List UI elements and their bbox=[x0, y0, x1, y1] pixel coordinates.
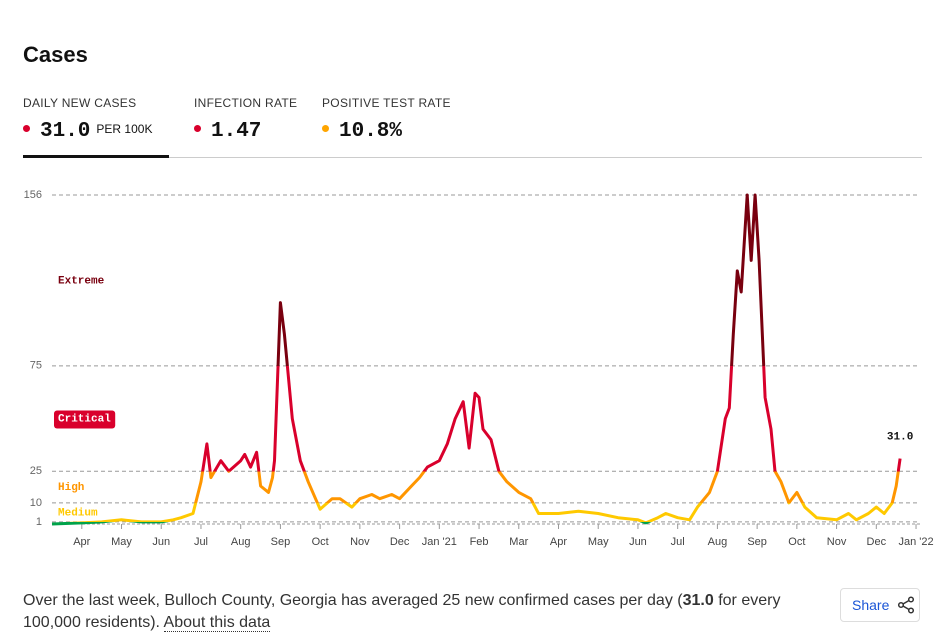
tab-value: 1.47 bbox=[211, 120, 262, 143]
tab-unit: PER 100K bbox=[96, 122, 153, 136]
data-line bbox=[51, 193, 902, 526]
tab-label: INFECTION RATE bbox=[194, 96, 298, 110]
level-label: Extreme bbox=[58, 275, 105, 287]
x-tick-label: Apr bbox=[73, 536, 90, 548]
x-tick-label: Dec bbox=[867, 536, 887, 548]
last-value-label: 31.0 bbox=[887, 432, 913, 444]
title: Cases bbox=[23, 42, 88, 67]
x-tick-label: Aug bbox=[231, 536, 251, 548]
x-tick-label: Aug bbox=[708, 536, 728, 548]
x-tick-label: Jun bbox=[152, 536, 170, 548]
share-button[interactable]: Share bbox=[840, 588, 920, 622]
x-tick-label: Jun bbox=[629, 536, 647, 548]
x-tick-label: Jan '21 bbox=[422, 536, 457, 548]
x-tick-label: Feb bbox=[470, 536, 489, 548]
x-tick-label: Nov bbox=[827, 536, 847, 548]
level-label: Medium bbox=[58, 507, 98, 519]
share-icon bbox=[897, 596, 915, 614]
y-tick-label: 156 bbox=[24, 189, 42, 201]
x-tick-label: Sep bbox=[747, 536, 767, 548]
x-tick-label: Jul bbox=[671, 536, 685, 548]
summary-text: Over the last week, Bulloch County, Geor… bbox=[23, 592, 683, 609]
active-tab-underline bbox=[23, 155, 169, 158]
tab-value: 31.0 bbox=[40, 120, 91, 143]
level-label: Critical bbox=[58, 413, 111, 425]
tab-value: 10.8% bbox=[339, 120, 403, 143]
y-tick-label: 75 bbox=[30, 360, 42, 372]
x-tick-label: Nov bbox=[350, 536, 370, 548]
tab-label: DAILY NEW CASES bbox=[23, 96, 137, 110]
x-tick-label: Dec bbox=[390, 536, 410, 548]
tab[interactable]: INFECTION RATE 1.47 bbox=[194, 96, 297, 143]
divider bbox=[23, 157, 922, 158]
x-tick-label: Jan '22 bbox=[898, 536, 933, 548]
tab[interactable]: DAILY NEW CASES 31.0 PER 100K bbox=[23, 96, 152, 143]
level-badge bbox=[54, 410, 116, 429]
y-tick-label: 10 bbox=[30, 497, 42, 509]
x-tick-label: May bbox=[588, 536, 609, 548]
y-tick-label: 1 bbox=[36, 516, 42, 528]
summary-bold: 31.0 bbox=[682, 592, 714, 609]
x-tick-label: Apr bbox=[550, 536, 567, 548]
tab[interactable]: POSITIVE TEST RATE 10.8% bbox=[322, 96, 451, 143]
x-tick-label: May bbox=[111, 536, 132, 548]
share-label: Share bbox=[852, 597, 890, 613]
dot bbox=[194, 125, 201, 132]
chart: 1 10 25 75 156 Apr May Jun Jul Aug Sep Oct Nov Dec Jan… bbox=[24, 189, 934, 548]
x-tick-label: Oct bbox=[312, 536, 329, 548]
tab-label: POSITIVE TEST RATE bbox=[322, 96, 451, 110]
dot bbox=[322, 125, 329, 132]
x-tick-label: Sep bbox=[271, 536, 291, 548]
summary-text: for every 100,000 residents). bbox=[23, 592, 781, 631]
x-tick-label: Mar bbox=[509, 536, 528, 548]
dot bbox=[23, 125, 30, 132]
x-tick-label: Jul bbox=[194, 536, 208, 548]
x-tick-label: Oct bbox=[788, 536, 805, 548]
level-label: High bbox=[58, 482, 84, 494]
summary: Over the last week, Bulloch County, Geor… bbox=[23, 590, 813, 634]
about-link[interactable]: About this data bbox=[163, 614, 271, 632]
y-tick-label: 25 bbox=[30, 465, 42, 477]
